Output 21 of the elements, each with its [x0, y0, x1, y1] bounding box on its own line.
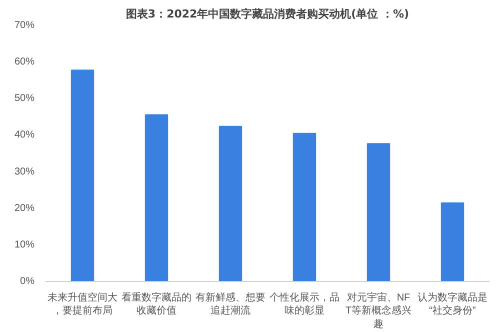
x-tick-label: 认为数字藏品是“社交身份” [418, 292, 488, 317]
y-tick-label: 30% [14, 166, 35, 178]
bar [440, 202, 464, 282]
y-tick-label: 40% [14, 130, 35, 141]
x-tick-label: 未来升值空间大，要提前布局 [48, 292, 118, 317]
y-tick-label: 0% [20, 276, 35, 287]
bar [292, 132, 316, 282]
x-tick-label: 对元宇宙、NFT等新概念感兴趣 [345, 292, 412, 330]
x-tick-label: 有新鲜感、想要追赶潮流 [196, 292, 266, 317]
bar [366, 143, 390, 282]
x-tick-label: 个性化展示，品味的彰显 [270, 292, 340, 317]
y-tick-label: 50% [14, 93, 35, 104]
x-tick-label: 看重数字藏品的收藏价值 [122, 292, 192, 317]
bar [218, 126, 242, 282]
y-tick-label: 20% [14, 202, 35, 214]
y-tick-label: 60% [14, 56, 35, 68]
bar [70, 70, 94, 282]
y-tick-label: 70% [14, 20, 35, 31]
bar [144, 114, 168, 282]
y-tick-label: 10% [14, 239, 35, 250]
chart-title: 图表3：2022年中国数字藏品消费者购买动机(单位 ：%) [126, 8, 410, 20]
